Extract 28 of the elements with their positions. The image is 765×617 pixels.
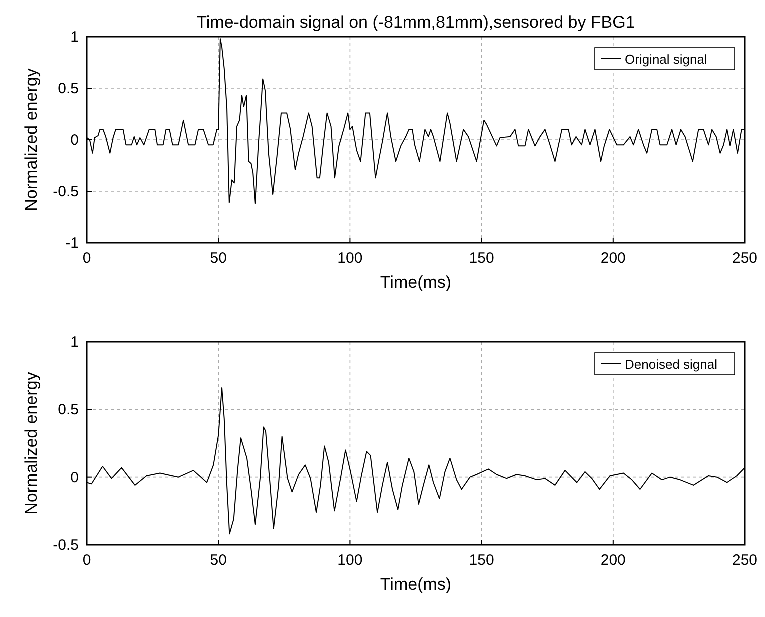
x-axis-title: Time(ms)	[380, 575, 452, 594]
y-tick-label: 0	[70, 132, 79, 149]
x-tick-label: 150	[469, 250, 494, 267]
y-tick-label: -0.5	[53, 184, 79, 200]
x-tick-label: 0	[82, 250, 92, 267]
x-tick-label: 100	[338, 250, 363, 267]
y-tick-label: 1	[70, 29, 79, 46]
y-tick-label: 0.5	[58, 402, 79, 419]
chart-title: Time-domain signal on (-81mm,81mm),sensored by FBG1	[196, 13, 636, 32]
x-axis-title: Time(ms)	[380, 273, 452, 292]
legend-label: Denoised signal	[625, 357, 718, 372]
y-axis-title: Normalized energy	[22, 68, 41, 212]
x-tick-label: 100	[338, 552, 363, 569]
y-tick-label: 0	[70, 469, 79, 486]
x-tick-label: 0	[82, 552, 92, 569]
x-tick-label: 250	[732, 552, 758, 569]
y-tick-label: -1	[66, 235, 79, 252]
y-tick-label: 0.5	[58, 80, 79, 98]
x-tick-label: 50	[210, 250, 227, 267]
x-tick-label: 50	[210, 552, 227, 569]
y-axis-title: Normalized energy	[22, 372, 41, 515]
x-tick-label: 250	[732, 250, 758, 267]
x-tick-label: 200	[600, 250, 626, 267]
legend-label: Original signal	[625, 52, 708, 67]
y-tick-label: -0.5	[53, 537, 79, 554]
x-tick-label: 200	[600, 552, 626, 569]
x-tick-label: 150	[469, 552, 494, 569]
y-tick-label: 1	[70, 334, 79, 351]
